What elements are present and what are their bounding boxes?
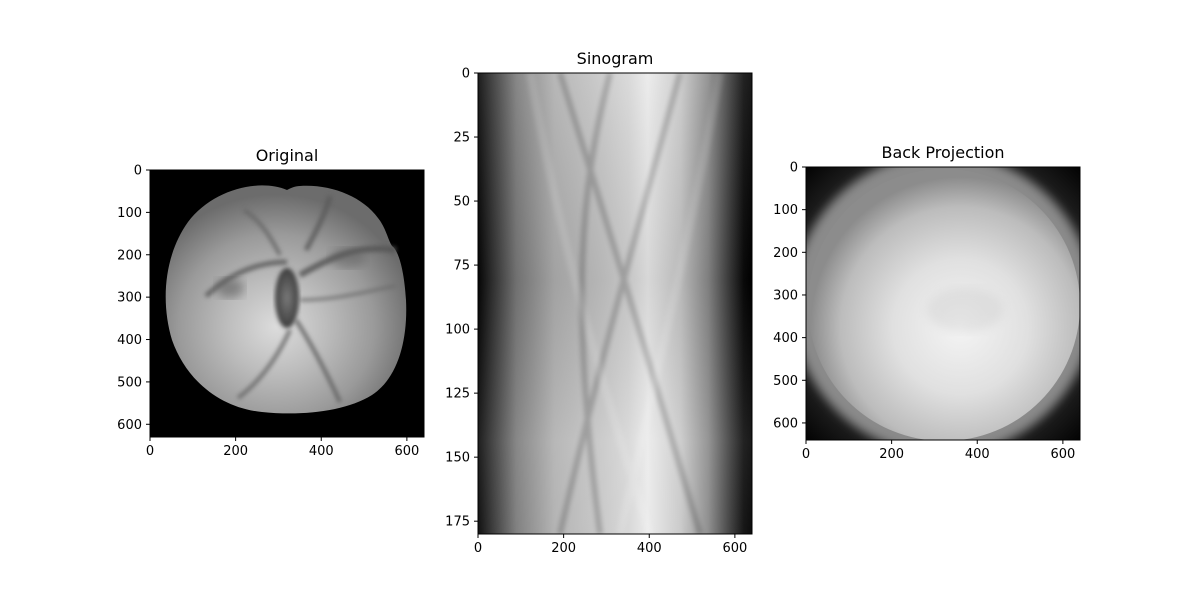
x-tick-label: 200 bbox=[223, 444, 248, 459]
y-tick-label: 100 bbox=[445, 323, 470, 338]
y-tick-label: 200 bbox=[773, 246, 798, 261]
y-tick-label: 600 bbox=[773, 416, 798, 431]
y-tick-label: 0 bbox=[790, 161, 798, 176]
sinogram-ticks: 0 200 400 600 0 25 50 75 100 125 150 175 bbox=[445, 67, 747, 557]
y-tick-label: 400 bbox=[117, 333, 142, 348]
y-tick-label: 0 bbox=[134, 164, 142, 179]
sinogram-title: Sinogram bbox=[577, 49, 654, 68]
original-title: Original bbox=[256, 146, 319, 165]
y-tick-label: 600 bbox=[117, 418, 142, 433]
sinogram-image bbox=[478, 73, 752, 534]
x-tick-label: 0 bbox=[146, 444, 154, 459]
y-tick-label: 0 bbox=[462, 67, 470, 82]
y-tick-label: 150 bbox=[445, 451, 470, 466]
y-tick-label: 300 bbox=[773, 288, 798, 303]
x-tick-label: 600 bbox=[722, 541, 747, 556]
x-tick-label: 400 bbox=[637, 541, 662, 556]
backprojection-ticks: 0 200 400 600 0 100 200 300 400 500 600 bbox=[773, 161, 1075, 463]
y-tick-label: 175 bbox=[445, 515, 470, 530]
y-tick-label: 75 bbox=[453, 259, 470, 274]
original-ticks: 0 200 400 600 0 100 200 300 400 500 600 bbox=[117, 164, 419, 460]
backprojection-title: Back Projection bbox=[881, 143, 1004, 162]
original-frame bbox=[149, 169, 425, 438]
y-tick-label: 25 bbox=[453, 131, 470, 146]
backprojection-panel: Back Projection 0 200 400 600 0 100 200 300 400 5… bbox=[773, 143, 1081, 463]
x-tick-label: 400 bbox=[965, 447, 990, 462]
y-tick-label: 400 bbox=[773, 331, 798, 346]
y-tick-label: 50 bbox=[453, 195, 470, 210]
y-tick-label: 100 bbox=[773, 203, 798, 218]
original-image bbox=[150, 170, 424, 437]
y-tick-label: 500 bbox=[117, 375, 142, 390]
sinogram-frame bbox=[477, 72, 753, 535]
x-tick-label: 0 bbox=[802, 447, 810, 462]
y-tick-label: 300 bbox=[117, 291, 142, 306]
x-tick-label: 0 bbox=[474, 541, 482, 556]
x-tick-label: 200 bbox=[551, 541, 576, 556]
backprojection-frame bbox=[805, 166, 1081, 441]
y-tick-label: 200 bbox=[117, 248, 142, 263]
x-tick-label: 200 bbox=[879, 447, 904, 462]
backprojection-image bbox=[806, 167, 1080, 440]
x-tick-label: 400 bbox=[309, 444, 334, 459]
sinogram-panel: Sinogram 0 200 400 600 0 25 50 75 100 125 150 175 bbox=[445, 49, 753, 557]
y-tick-label: 125 bbox=[445, 387, 470, 402]
y-tick-label: 500 bbox=[773, 374, 798, 389]
y-tick-label: 100 bbox=[117, 206, 142, 221]
x-tick-label: 600 bbox=[1050, 447, 1075, 462]
apple-core bbox=[275, 268, 299, 328]
x-tick-label: 600 bbox=[394, 444, 419, 459]
original-panel: Original 0 200 400 600 0 100 200 300 400 500 600 bbox=[117, 146, 425, 460]
